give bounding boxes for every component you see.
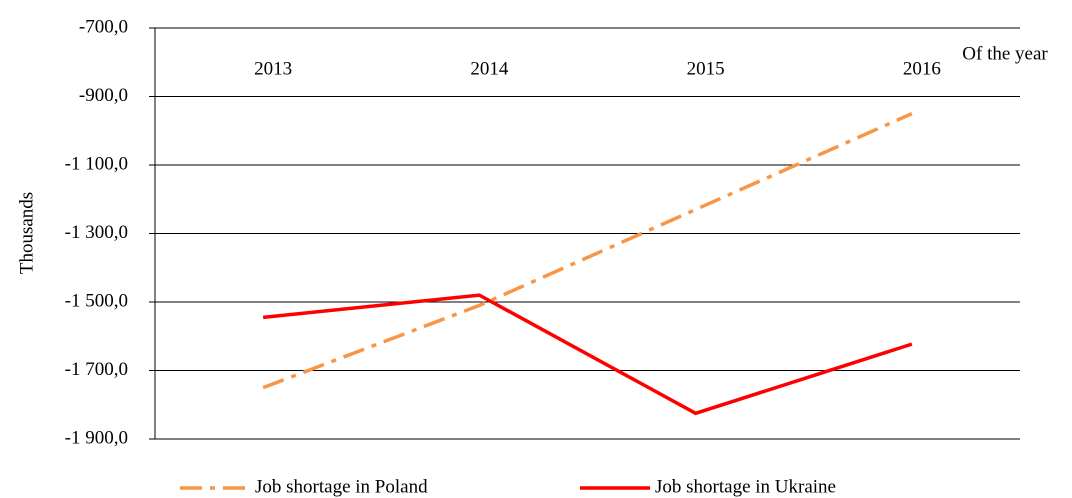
y-tick-label: -1 500,0 xyxy=(65,290,128,311)
y-tick-label: -900,0 xyxy=(79,85,128,106)
legend-label: Job shortage in Ukraine xyxy=(655,476,836,497)
y-tick-label: -1 100,0 xyxy=(65,153,128,174)
y-tick-label: -1 900,0 xyxy=(65,427,128,448)
y-tick-label: -700,0 xyxy=(79,16,128,37)
y-tick-label: -1 700,0 xyxy=(65,359,128,380)
x-tick-label: 2016 xyxy=(903,58,941,79)
y-axis-label: Thousands xyxy=(16,192,37,274)
x-tick-label: 2013 xyxy=(254,58,292,79)
y-tick-label: -1 300,0 xyxy=(65,222,128,243)
x-tick-label: 2015 xyxy=(687,58,725,79)
series-line xyxy=(262,112,913,390)
legend-label: Job shortage in Poland xyxy=(255,476,428,497)
x-axis-label: Of the year xyxy=(962,43,1048,64)
series-line xyxy=(262,293,913,416)
x-tick-label: 2014 xyxy=(470,58,509,79)
